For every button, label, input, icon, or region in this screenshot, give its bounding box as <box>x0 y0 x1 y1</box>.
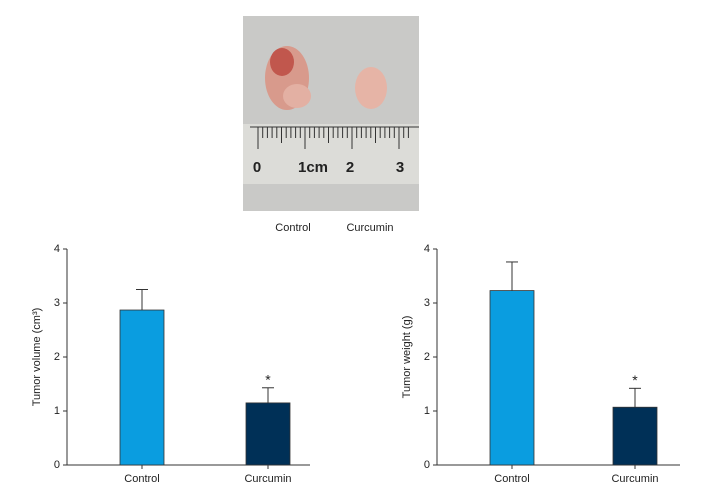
y-tick-label: 2 <box>424 351 430 363</box>
ruler <box>243 124 419 184</box>
y-tick-label: 3 <box>54 297 60 309</box>
photo-label: Curcumin <box>346 222 393 234</box>
x-tick-label: Control <box>494 473 529 485</box>
photo-label: Control <box>275 222 310 234</box>
bar <box>612 406 658 466</box>
significance-mark: * <box>632 372 638 388</box>
bar <box>489 290 535 466</box>
bar <box>119 309 165 466</box>
y-tick-label: 4 <box>424 243 430 255</box>
y-tick-label: 1 <box>54 405 60 417</box>
tumor-curcumin <box>355 67 387 109</box>
ruler-label: 1cm <box>298 159 328 176</box>
y-tick-label: 3 <box>424 297 430 309</box>
ruler-label: 0 <box>253 159 261 176</box>
y-tick-label: 2 <box>54 351 60 363</box>
significance-mark: * <box>265 371 271 387</box>
bar <box>245 402 291 466</box>
y-tick-label: 4 <box>54 243 60 255</box>
ruler-label: 2 <box>346 159 354 176</box>
y-axis-label: Tumor volume (cm³) <box>31 308 43 407</box>
y-tick-label: 0 <box>54 459 60 471</box>
tumor-control-detail <box>270 48 294 76</box>
y-tick-label: 0 <box>424 459 430 471</box>
x-tick-label: Control <box>124 473 159 485</box>
y-axis-label: Tumor weight (g) <box>401 316 413 399</box>
ruler-label: 3 <box>396 159 404 176</box>
x-tick-label: Curcumin <box>244 473 291 485</box>
ruler-ticks <box>250 126 419 149</box>
tumor-control-detail <box>283 84 311 108</box>
x-tick-label: Curcumin <box>611 473 658 485</box>
y-tick-label: 1 <box>424 405 430 417</box>
photo: 0 1cm 2 3 <box>243 16 419 211</box>
